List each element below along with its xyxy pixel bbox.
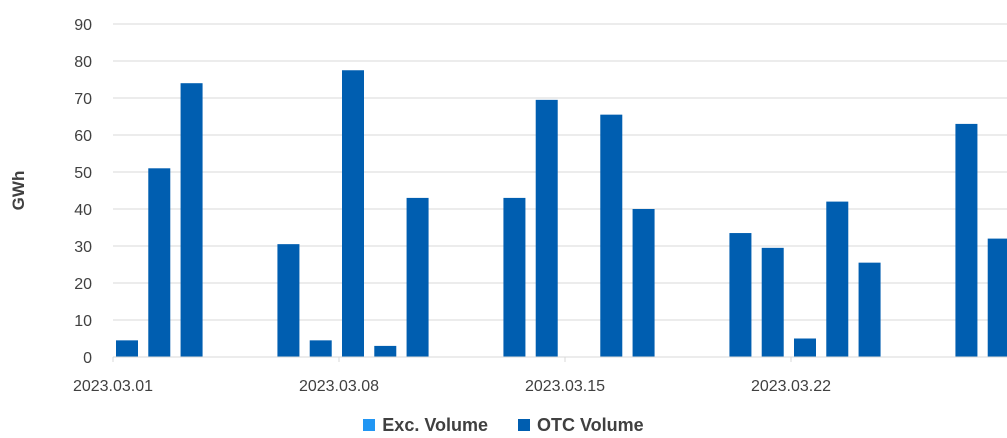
otc-volume-bar	[987, 238, 1007, 357]
otc-volume-bar	[600, 114, 623, 358]
otc-volume-bar	[503, 197, 526, 357]
x-tick-label: 2023.03.08	[299, 378, 379, 395]
otc-volume-bar	[180, 83, 203, 357]
y-tick-label: 90	[74, 17, 92, 34]
y-axis-label: GWh	[9, 171, 28, 211]
y-tick-label: 40	[74, 202, 92, 219]
y-tick-label: 20	[74, 276, 92, 293]
x-tick-label: 2023.03.01	[73, 378, 153, 395]
otc-volume-bar	[277, 244, 300, 357]
y-tick-label: 30	[74, 239, 92, 256]
otc-volume-bar	[761, 247, 784, 357]
volume-bar-chart: 0 10 20 30 40 50 60 70 80 90 2023.03.01 2023.03.08…	[9, 17, 1007, 395]
y-tick-label: 60	[74, 128, 92, 145]
legend-item-exc-volume[interactable]: Exc. Volume	[363, 415, 488, 436]
y-tick-labels: 0 10 20 30 40 50 60 70 80 90	[74, 17, 92, 367]
x-tick-labels: 2023.03.01 2023.03.08 2023.03.15 2023.03.22	[73, 357, 831, 395]
y-tick-label: 80	[74, 54, 92, 71]
otc-volume-bar	[535, 99, 558, 357]
y-tick-label: 70	[74, 91, 92, 108]
y-tick-label: 0	[83, 350, 92, 367]
x-tick-label: 2023.03.22	[751, 378, 831, 395]
x-tick-label: 2023.03.15	[525, 378, 605, 395]
bars	[116, 70, 1007, 358]
otc-volume-bar	[148, 168, 171, 357]
y-tick-label: 50	[74, 165, 92, 182]
otc-volume-bar	[309, 340, 332, 357]
otc-volume-bar	[374, 345, 397, 357]
otc-volume-bar	[794, 338, 816, 357]
legend-label-otc-volume: OTC Volume	[537, 414, 644, 435]
otc-volume-bar	[858, 262, 881, 357]
otc-volume-bar	[955, 123, 978, 358]
legend-label-exc-volume: Exc. Volume	[382, 414, 489, 435]
legend-item-otc-volume[interactable]: OTC Volume	[518, 415, 644, 436]
otc-volume-bar	[342, 70, 364, 357]
otc-volume-bar	[826, 201, 849, 357]
legend-swatch-otc-volume	[518, 419, 531, 431]
otc-volume-bar	[406, 197, 429, 357]
otc-volume-bar	[729, 233, 752, 357]
otc-volume-bar	[632, 209, 655, 357]
legend: Exc. Volume OTC Volume	[0, 412, 1007, 438]
gridlines	[113, 23, 1007, 321]
legend-swatch-exc-volume	[363, 419, 376, 431]
otc-volume-bar	[116, 340, 138, 357]
y-tick-label: 10	[74, 313, 92, 330]
